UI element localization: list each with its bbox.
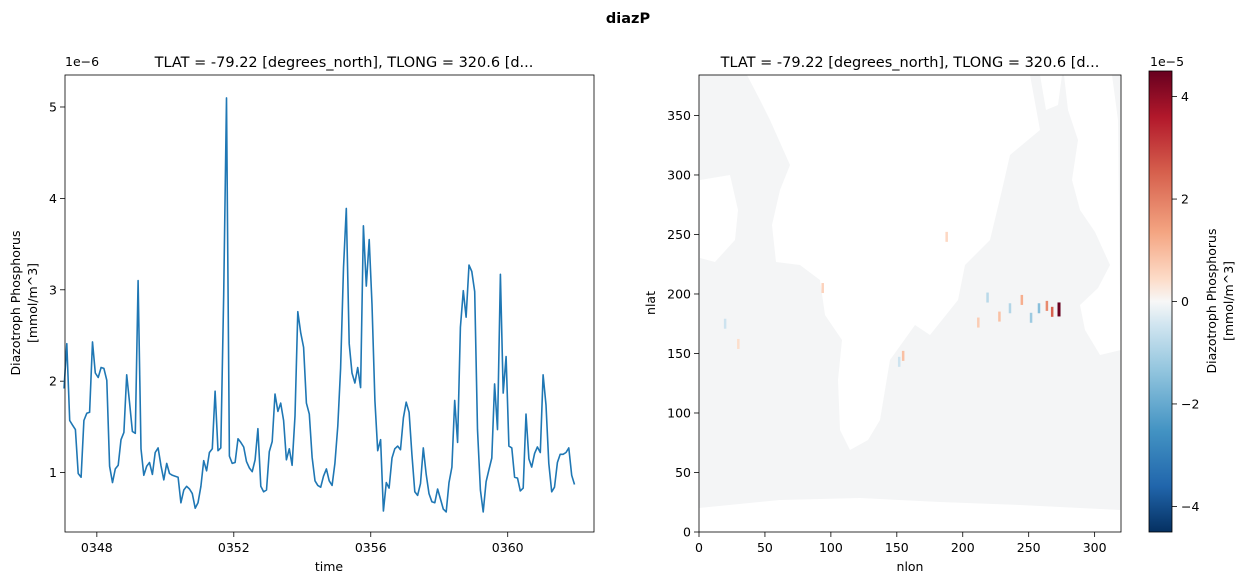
heatmap-y-tick-label: 50 — [675, 465, 691, 480]
heatmap-title: TLAT = -79.22 [degrees_north], TLONG = 3… — [720, 55, 1100, 71]
heatmap-x-tick-label: 300 — [1083, 540, 1107, 555]
heatmap-y-tick-label: 250 — [667, 227, 691, 242]
heatmap-cell — [1021, 295, 1024, 305]
colorbar-tick-label: 2 — [1181, 192, 1189, 207]
heatmap-y-tick-label: 350 — [667, 108, 691, 123]
figure-suptitle: diazP — [606, 11, 651, 27]
heatmap-cell — [1051, 307, 1054, 317]
heatmap-cell — [1038, 303, 1041, 313]
colorbar-units: [mmol/m^3] — [1221, 261, 1236, 341]
line-chart-y-units: [mmol/m^3] — [25, 263, 40, 343]
heatmap-cell — [977, 318, 980, 328]
heatmap-cell — [1046, 301, 1049, 311]
heatmap-y-label: nlat — [643, 291, 658, 315]
heatmap-cell — [986, 293, 989, 303]
colorbar-tick-label: −4 — [1181, 499, 1199, 514]
line-chart-y-tick-label: 4 — [49, 191, 57, 206]
line-chart-y-label: Diazotroph Phosphorus — [8, 231, 23, 376]
colorbar-gradient — [1149, 71, 1172, 532]
heatmap-cell — [998, 312, 1001, 322]
colorbar: −4 −2 0 2 4 1e−5 Diazotroph Phosphorus [mmol… — [1149, 54, 1236, 532]
line-chart-x-tick-label: 0360 — [492, 540, 524, 555]
heatmap-cell — [821, 283, 824, 293]
line-chart-y-tick-label: 5 — [49, 99, 57, 114]
line-chart-y-tick-label: 1 — [49, 465, 57, 480]
heatmap-cell — [898, 357, 901, 367]
colorbar-tick-label: −2 — [1181, 396, 1199, 411]
heatmap-x-tick-label: 0 — [695, 540, 703, 555]
heatmap-cell — [1058, 302, 1061, 316]
heatmap-x-label: nlon — [897, 559, 924, 574]
colorbar-label: Diazotroph Phosphorus — [1204, 229, 1219, 374]
heatmap-x-tick-label: 250 — [1017, 540, 1041, 555]
heatmap-y-tick-label: 150 — [667, 346, 691, 361]
heatmap-cell — [945, 232, 948, 242]
line-chart-plot-area — [65, 75, 594, 532]
heatmap-x-tick-label: 50 — [757, 540, 773, 555]
heatmap-panel: TLAT = -79.22 [degrees_north], TLONG = 3… — [643, 55, 1121, 574]
heatmap-y-tick-label: 300 — [667, 167, 691, 182]
heatmap-y-tick-label: 0 — [683, 525, 691, 540]
heatmap-x-tick-label: 200 — [951, 540, 975, 555]
heatmap-y-tick-label: 100 — [667, 405, 691, 420]
line-chart-panel: TLAT = -79.22 [degrees_north], TLONG = 3… — [8, 54, 594, 574]
heatmap-cell — [1030, 313, 1033, 323]
heatmap-cell — [902, 351, 905, 361]
line-chart-x-tick-label: 0348 — [81, 540, 113, 555]
heatmap-cell — [724, 319, 727, 329]
line-chart-x-tick-label: 0352 — [218, 540, 250, 555]
line-chart-y-offset: 1e−6 — [65, 54, 99, 69]
colorbar-tick-label: 4 — [1181, 89, 1189, 104]
line-chart-y-tick-label: 3 — [49, 282, 57, 297]
heatmap-x-tick-label: 100 — [819, 540, 843, 555]
line-chart-title: TLAT = -79.22 [degrees_north], TLONG = 3… — [154, 55, 534, 71]
line-chart-x-label: time — [315, 559, 344, 574]
line-chart-x-tick-label: 0356 — [355, 540, 387, 555]
heatmap-cell — [1009, 303, 1012, 313]
heatmap-cell — [737, 339, 740, 349]
colorbar-offset: 1e−5 — [1150, 54, 1184, 69]
heatmap-y-tick-label: 200 — [667, 286, 691, 301]
line-chart-y-tick-label: 2 — [49, 374, 57, 389]
colorbar-ticks: −4 −2 0 2 4 — [1172, 89, 1199, 514]
heatmap-x-tick-label: 150 — [885, 540, 909, 555]
colorbar-tick-label: 0 — [1181, 294, 1189, 309]
